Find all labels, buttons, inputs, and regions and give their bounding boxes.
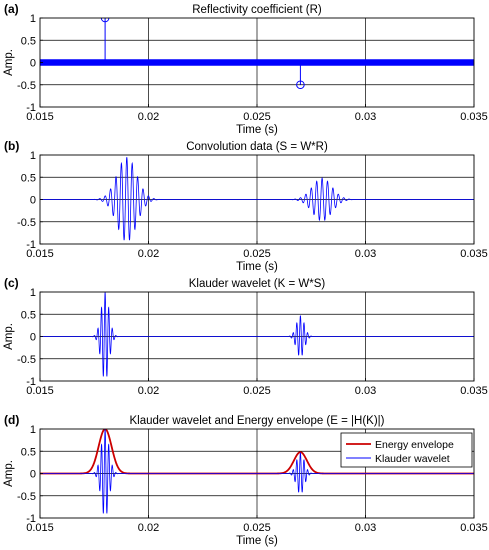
x-tick-label: 0.03: [355, 248, 376, 260]
chart-panel-4: 0.015 0.02 0.025 0.03 0.035 1 0.5 0 -0.5 -1 (d) Kla…: [3, 413, 488, 547]
chart-title: Klauder wavelet and Energy envelope (E =…: [130, 415, 385, 427]
x-tick-label: 0.035: [460, 522, 488, 534]
x-tick-label: 0.025: [243, 248, 271, 260]
x-tick-label: 0.035: [460, 111, 488, 123]
y-tick-label: 1: [30, 287, 36, 299]
x-tick-label: 0.015: [26, 522, 54, 534]
y-tick-label: -0.5: [17, 354, 36, 366]
x-axis-label: Time (s): [236, 261, 278, 273]
y-axis-label: Amp.: [3, 460, 15, 487]
x-tick-label: 0.025: [243, 522, 271, 534]
y-tick-label: 0: [30, 469, 36, 481]
y-tick-label: -1: [26, 239, 36, 251]
y-tick-label: 0: [30, 195, 36, 207]
y-tick-label: 0.5: [21, 172, 36, 184]
x-tick-label: 0.02: [138, 385, 159, 397]
x-tick-label: 0.02: [138, 111, 159, 123]
x-tick-label: 0.035: [460, 385, 488, 397]
stem-marker: [100, 18, 110, 23]
series-line-klauder-wavelet: [40, 429, 474, 514]
y-tick-label: 1: [30, 424, 36, 436]
panel-label: (d): [4, 413, 19, 427]
x-axis-label: Time (s): [236, 124, 278, 136]
chart-title: Klauder wavelet (K = W*S): [189, 278, 326, 290]
chart-title: Reflectivity coefficient (R): [192, 4, 322, 16]
panel-label: (b): [4, 139, 19, 153]
x-tick-label: 0.015: [26, 248, 54, 260]
x-tick-label: 0.03: [355, 111, 376, 123]
series-line: [40, 292, 474, 377]
plot-area: [40, 18, 474, 90]
y-tick-label: -1: [26, 513, 36, 525]
x-tick-label: 0.03: [355, 522, 376, 534]
y-tick-label: 1: [30, 150, 36, 162]
y-tick-label: -0.5: [17, 491, 36, 503]
x-axis-label: Time (s): [236, 535, 278, 547]
x-tick-label: 0.025: [243, 111, 271, 123]
y-axis-label: Amp.: [3, 323, 15, 350]
y-tick-label: 0.5: [21, 309, 36, 321]
y-axis-label: Amp.: [3, 49, 15, 76]
x-tick-label: 0.02: [138, 248, 159, 260]
series-line: [40, 157, 474, 241]
chart-panel-3: 0.015 0.02 0.025 0.03 0.035 1 0.5 0 -0.5 -1 (c) Kla…: [3, 276, 488, 397]
legend-box: [340, 432, 473, 468]
y-tick-label: -1: [26, 102, 36, 114]
y-tick-label: -1: [26, 376, 36, 388]
panel-label: (c): [4, 276, 19, 290]
y-tick-label: 1: [30, 13, 36, 25]
legend-entry: Energy envelope: [375, 439, 454, 451]
x-tick-label: 0.015: [26, 385, 54, 397]
plot-area: [40, 429, 474, 514]
y-tick-label: -0.5: [17, 217, 36, 229]
y-tick-label: 0.5: [21, 35, 36, 47]
stem-marker: [296, 80, 305, 90]
x-tick-label: 0.025: [243, 385, 271, 397]
x-tick-label: 0.015: [26, 111, 54, 123]
legend-entry: Klauder wavelet: [375, 453, 450, 465]
x-tick-label: 0.03: [355, 385, 376, 397]
y-tick-label: 0: [30, 332, 36, 344]
y-tick-label: -0.5: [17, 80, 36, 92]
y-tick-label: 0.5: [21, 446, 36, 458]
y-tick-label: 0: [30, 58, 36, 70]
x-tick-label: 0.035: [460, 248, 488, 260]
legend: Energy envelope Klauder wavelet: [340, 432, 473, 468]
plot-area: [40, 292, 474, 377]
panel-label: (a): [4, 2, 19, 16]
chart-panel-1: 0.015 0.02 0.025 0.03 0.035 1 0.5 0 -0.5 -1 (a) Ref…: [3, 2, 488, 136]
chart-title: Convolution data (S = W*R): [186, 141, 328, 153]
plot-area: [40, 157, 474, 241]
chart-panel-2: 0.015 0.02 0.025 0.03 0.035 1 0.5 0 -0.5 -1 (b) Con…: [4, 139, 488, 273]
x-tick-label: 0.02: [138, 522, 159, 534]
